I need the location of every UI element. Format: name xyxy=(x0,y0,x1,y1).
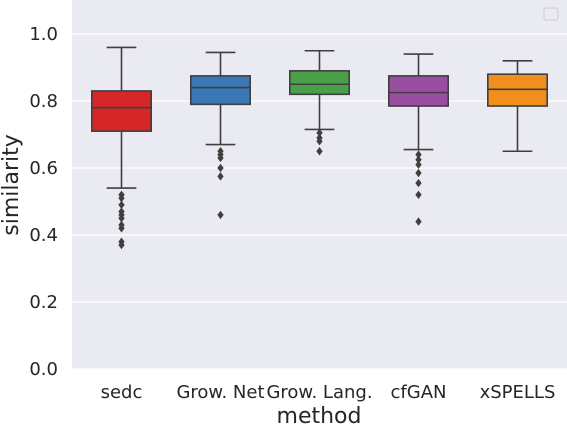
y-tick-label: 1.0 xyxy=(29,24,58,45)
y-tick-label: 0.2 xyxy=(29,292,58,313)
x-axis-label: method xyxy=(277,404,362,429)
x-tick-label: Grow. Net xyxy=(176,382,264,403)
box-iqr xyxy=(290,71,349,94)
legend-box xyxy=(544,8,558,20)
box-iqr xyxy=(92,91,151,131)
x-tick-labels: sedc Grow. Net Grow. Lang. cfGAN xSPELLS xyxy=(101,382,556,403)
y-tick-label: 0.4 xyxy=(29,225,58,246)
x-tick-label: Grow. Lang. xyxy=(266,382,372,403)
box-iqr xyxy=(488,74,547,106)
y-tick-labels: 0.0 0.2 0.4 0.6 0.8 1.0 xyxy=(29,24,58,380)
y-tick-label: 0.6 xyxy=(29,158,58,179)
y-axis-label: similarity xyxy=(0,134,24,236)
x-tick-label: cfGAN xyxy=(391,382,447,403)
y-tick-label: 0.8 xyxy=(29,91,58,112)
y-tick-label: 0.0 xyxy=(29,359,58,380)
x-tick-label: sedc xyxy=(101,382,143,403)
x-tick-label: xSPELLS xyxy=(480,382,556,403)
box-iqr xyxy=(389,76,448,106)
box-iqr xyxy=(191,76,250,104)
